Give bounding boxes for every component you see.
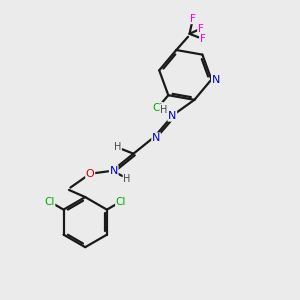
Text: N: N — [152, 133, 160, 143]
Text: N: N — [212, 74, 220, 85]
Text: F: F — [190, 14, 196, 23]
Text: F: F — [198, 23, 204, 34]
Text: O: O — [86, 169, 94, 179]
Text: H: H — [114, 142, 121, 152]
Text: H: H — [160, 104, 168, 115]
Text: Cl: Cl — [153, 103, 163, 112]
Text: N: N — [168, 111, 176, 121]
Text: Cl: Cl — [116, 196, 126, 206]
Text: N: N — [110, 166, 118, 176]
Text: F: F — [200, 34, 206, 44]
Text: Cl: Cl — [44, 196, 55, 206]
Text: H: H — [123, 174, 131, 184]
